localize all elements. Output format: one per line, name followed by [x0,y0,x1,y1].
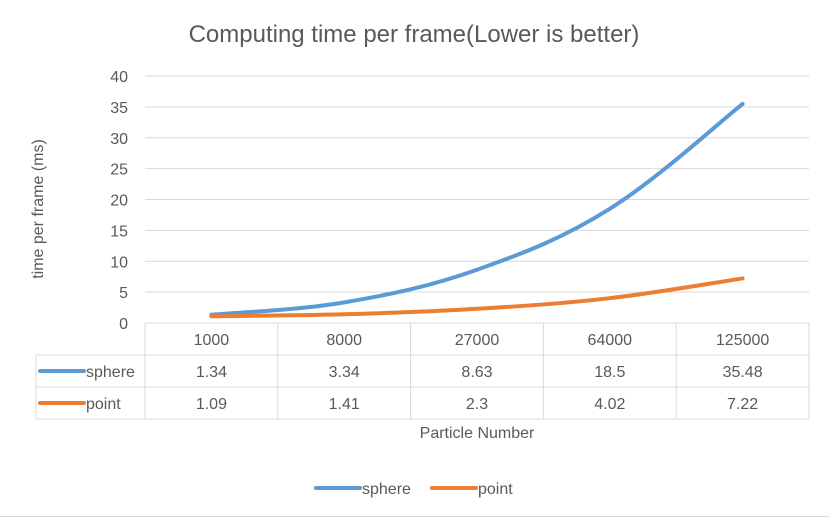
chart-title: Computing time per frame(Lower is better… [189,21,640,48]
y-axis-label: time per frame (ms) [30,139,47,279]
data-label: 3.34 [329,364,360,381]
data-label: 1.41 [329,396,360,413]
x-tick-label: 8000 [326,332,362,349]
table-series-name: sphere [86,364,135,381]
x-tick-label: 1000 [194,332,230,349]
data-table: 1000 8000 27000 64000 125000 sphere 1.34 3.34 8.… [35,322,810,420]
data-label: 1.09 [196,396,227,413]
y-tick-label: 0 [119,316,128,333]
y-tick-label: 25 [110,162,128,179]
y-tick-label: 40 [110,69,128,86]
legend-label: sphere [362,481,411,498]
series-line-sphere [209,101,745,317]
gridlines [145,75,809,324]
y-tick-label: 30 [110,131,128,148]
series-line-point [209,276,745,319]
data-label: 35.48 [723,364,763,381]
data-label: 8.63 [461,364,492,381]
data-label: 18.5 [594,364,625,381]
data-label: 4.02 [594,396,625,413]
data-label: 7.22 [727,396,758,413]
table-series-name: point [86,396,121,413]
x-tick-label: 64000 [588,332,633,349]
x-tick-label: 125000 [716,332,769,349]
x-tick-label: 27000 [455,332,500,349]
legend: sphere point [314,481,513,498]
y-tick-label: 15 [110,223,128,240]
bottom-divider [0,516,829,517]
series-lines [209,101,745,319]
y-tick-label: 35 [110,100,128,117]
y-tick-label: 10 [110,254,128,271]
y-tick-label: 20 [110,193,128,210]
data-label: 2.3 [466,396,488,413]
y-tick-label: 5 [119,285,128,302]
y-tick-labels: 0 5 10 15 20 25 30 35 40 [110,69,128,333]
x-axis-label: Particle Number [420,425,535,442]
data-label: 1.34 [196,364,227,381]
legend-label: point [478,481,513,498]
